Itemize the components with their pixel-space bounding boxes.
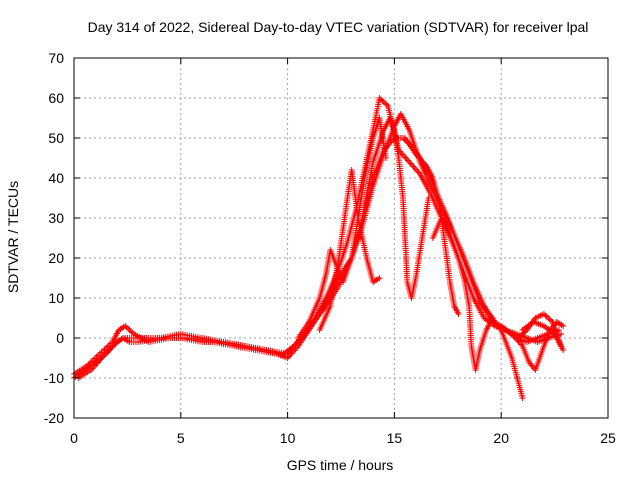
data-point-marker — [380, 99, 387, 105]
data-point-marker — [376, 95, 383, 101]
x-axis-label: GPS time / hours — [287, 457, 394, 473]
data-point-marker — [560, 323, 567, 329]
ticks: 0 5 10 15 20 25 -20 -10 0 10 20 30 40 50 60 70 — [44, 50, 616, 446]
x-tick-label: 20 — [493, 430, 509, 446]
x-tick-label: 10 — [280, 430, 296, 446]
series-track-6 — [359, 115, 432, 301]
data-point-marker — [545, 315, 552, 321]
data-point-marker — [123, 324, 130, 331]
y-tick-label: 0 — [56, 330, 64, 346]
y-axis-label: SDTVAR / TECUs — [5, 181, 21, 293]
data-point-marker — [122, 323, 129, 329]
y-tick-label: 30 — [48, 210, 64, 226]
data-point-marker — [515, 335, 522, 341]
series-track-11 — [519, 319, 567, 353]
series-track-8 — [429, 215, 496, 373]
data-point-marker — [543, 313, 550, 320]
y-tick-label: 70 — [48, 50, 64, 66]
x-tick-label: 15 — [387, 430, 403, 446]
y-tick-label: -10 — [44, 370, 64, 386]
series-track-5 — [316, 167, 383, 333]
data-points — [71, 95, 567, 401]
data-point-marker — [129, 329, 136, 336]
y-tick-label: -20 — [44, 410, 64, 426]
data-point-marker — [516, 333, 523, 340]
data-point-marker — [125, 325, 132, 332]
data-point-marker — [382, 155, 389, 161]
x-tick-label: 5 — [177, 430, 185, 446]
data-point-marker — [548, 317, 555, 324]
plot-frame — [73, 57, 609, 419]
data-point-marker — [518, 332, 525, 339]
y-tick-label: 40 — [48, 170, 64, 186]
data-point-marker — [546, 316, 553, 323]
data-point-marker — [127, 328, 134, 335]
y-tick-label: 50 — [48, 130, 64, 146]
data-point-marker — [542, 312, 549, 319]
data-point-marker — [560, 347, 567, 353]
data-point-marker — [382, 100, 389, 107]
data-point-marker — [376, 275, 383, 281]
data-point-marker — [519, 395, 526, 401]
y-tick-label: 60 — [48, 90, 64, 106]
data-point-marker — [126, 327, 133, 333]
data-point-marker — [489, 315, 496, 321]
x-tick-label: 25 — [600, 430, 616, 446]
data-point-marker — [377, 96, 384, 103]
data-point-marker — [383, 101, 390, 108]
y-tick-label: 20 — [48, 250, 64, 266]
data-point-marker — [540, 311, 547, 317]
series-track-4 — [295, 115, 389, 341]
x-tick-label: 0 — [70, 430, 78, 446]
y-tick-label: 10 — [48, 290, 64, 306]
data-point-marker — [455, 311, 462, 317]
chart-title: Day 314 of 2022, Sidereal Day-to-day VTE… — [88, 19, 589, 35]
series-track-7 — [402, 135, 462, 317]
data-point-marker — [425, 195, 432, 201]
data-point-marker — [379, 97, 386, 104]
